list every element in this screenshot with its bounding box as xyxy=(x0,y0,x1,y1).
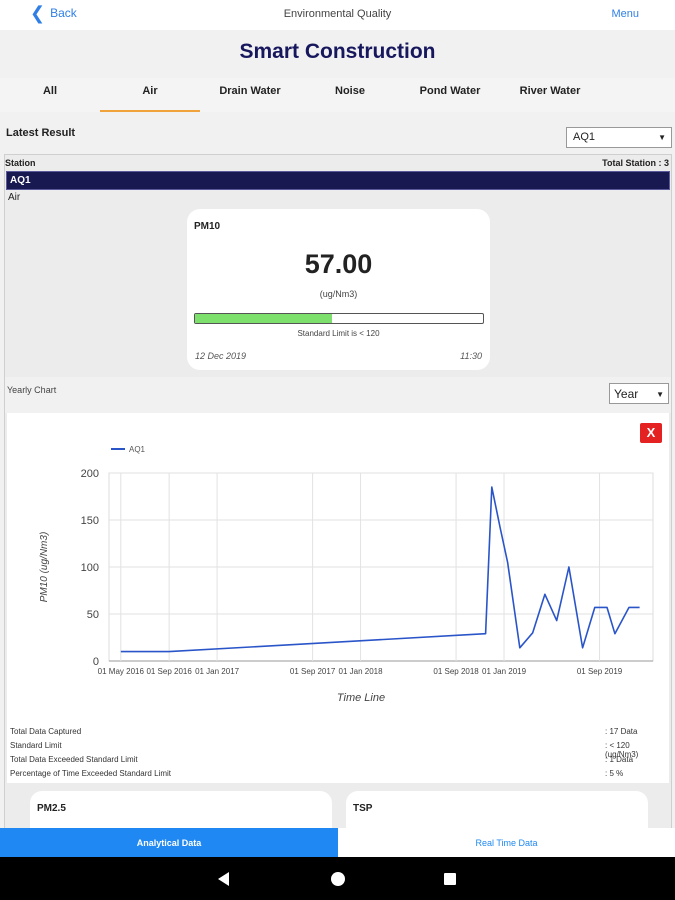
level-bar-fill xyxy=(195,314,332,323)
chart-toolbar: Yearly Chart Year ▼ xyxy=(5,377,671,413)
total-station-count: Total Station : 3 xyxy=(602,158,669,168)
tab-noise[interactable]: Noise xyxy=(335,85,365,97)
x-tick-label: 01 Jan 2017 xyxy=(195,667,240,676)
chart-container: 0 50 100 150 200 01 May 2016 01 Sep 2016 01 Jan… xyxy=(7,413,669,721)
reading-time: 11:30 xyxy=(460,351,482,361)
app-title: Smart Construction xyxy=(239,40,436,63)
screen-title: Environmental Quality xyxy=(283,8,392,20)
tab-real-time-data[interactable]: Real Time Data xyxy=(338,828,675,857)
period-select[interactable]: Year ▼ xyxy=(609,383,669,404)
x-tick-label: 01 Jan 2018 xyxy=(339,667,384,676)
level-bar xyxy=(194,313,484,324)
x-tick-label: 01 Sep 2019 xyxy=(577,667,623,676)
station-row-selected[interactable]: AQ1 xyxy=(6,171,670,190)
tab-pond-water[interactable]: Pond Water xyxy=(419,85,481,97)
reading-unit: (ug/Nm3) xyxy=(319,289,358,299)
tab-drain-water[interactable]: Drain Water xyxy=(219,85,281,97)
chevron-left-icon: ❮ xyxy=(30,3,46,23)
top-bar: ❮ Back Environmental Quality Menu xyxy=(0,0,675,30)
reading-parameter: PM10 xyxy=(194,221,221,232)
nav-home-icon[interactable] xyxy=(331,872,345,886)
pm25-card-title: PM2.5 xyxy=(37,803,66,814)
close-chart-button[interactable]: X xyxy=(640,423,662,443)
stat-row: Standard Limit : < 120 (ug/Nm3) xyxy=(10,741,665,759)
x-tick-label: 01 Jan 2019 xyxy=(482,667,527,676)
system-nav-bar xyxy=(0,857,675,900)
stat-label: Total Data Exceeded Standard Limit xyxy=(10,755,138,764)
nav-back-icon[interactable] xyxy=(218,872,229,886)
stat-label: Percentage of Time Exceeded Standard Lim… xyxy=(10,769,171,778)
stat-label: Standard Limit xyxy=(10,741,62,750)
tsp-card[interactable]: TSP xyxy=(346,791,648,829)
stat-value: : < 120 (ug/Nm3) xyxy=(605,741,639,759)
stat-value: : 1 Data xyxy=(605,755,634,764)
station-panel: Station Total Station : 3 AQ1 Air PM10 5… xyxy=(4,154,672,830)
y-axis-label: PM10 (ug/Nm3) xyxy=(39,532,50,603)
y-tick-label: 0 xyxy=(93,656,99,668)
station-header-label: Station xyxy=(5,158,36,168)
stat-label: Total Data Captured xyxy=(10,727,82,736)
x-tick-label: 01 May 2016 xyxy=(98,667,145,676)
nav-recents-icon[interactable] xyxy=(444,873,456,885)
tab-all[interactable]: All xyxy=(42,85,58,97)
reading-card: PM10 57.00 (ug/Nm3) Standard Limit is < … xyxy=(187,209,490,370)
y-tick-label: 150 xyxy=(81,515,99,527)
tab-river-water[interactable]: River Water xyxy=(519,85,581,97)
x-axis-label: Time Line xyxy=(337,692,385,704)
legend-entry: AQ1 xyxy=(129,445,146,454)
y-tick-label: 200 xyxy=(81,468,99,480)
series-line-aq1 xyxy=(120,486,640,653)
y-tick-label: 50 xyxy=(87,609,99,621)
dropdown-arrow-icon: ▼ xyxy=(658,133,666,142)
x-tick-label: 01 Sep 2017 xyxy=(290,667,336,676)
x-tick-label: 01 Sep 2018 xyxy=(433,667,479,676)
tsp-card-title: TSP xyxy=(353,803,373,814)
station-type: Air xyxy=(8,192,21,203)
pm25-card[interactable]: PM2.5 xyxy=(30,791,332,829)
stat-row: Total Data Exceeded Standard Limit : 1 D… xyxy=(10,755,665,767)
menu-button[interactable]: Menu xyxy=(611,8,639,20)
yearly-chart-label: Yearly Chart xyxy=(7,385,57,395)
chart-statistics: Total Data Captured : 17 Data Standard L… xyxy=(7,721,669,783)
x-tick-label: 01 Sep 2016 xyxy=(146,667,192,676)
category-tabs: All Air Drain Water Noise Pond Water Riv… xyxy=(0,78,675,112)
period-select-value: Year xyxy=(614,387,639,401)
stat-row: Total Data Captured : 17 Data xyxy=(10,727,665,739)
stat-row: Percentage of Time Exceeded Standard Lim… xyxy=(10,769,665,781)
stat-value: : 17 Data xyxy=(605,727,638,736)
back-label: Back xyxy=(50,6,77,20)
standard-limit-text: Standard Limit is < 120 xyxy=(297,329,380,338)
latest-result-label: Latest Result xyxy=(6,127,76,139)
tab-analytical-data[interactable]: Analytical Data xyxy=(0,828,338,857)
bottom-tabs: Analytical Data Real Time Data xyxy=(0,828,675,857)
dropdown-arrow-icon: ▼ xyxy=(656,390,664,399)
station-select[interactable]: AQ1 ▼ xyxy=(566,127,672,148)
y-tick-label: 100 xyxy=(81,562,99,574)
tab-air[interactable]: Air xyxy=(100,78,200,112)
reading-value: 57.00 xyxy=(304,249,373,279)
reading-date: 12 Dec 2019 xyxy=(195,351,247,361)
back-button[interactable]: ❮ Back xyxy=(30,3,77,23)
station-select-value: AQ1 xyxy=(573,131,596,143)
stat-value: : 5 % xyxy=(605,769,624,778)
